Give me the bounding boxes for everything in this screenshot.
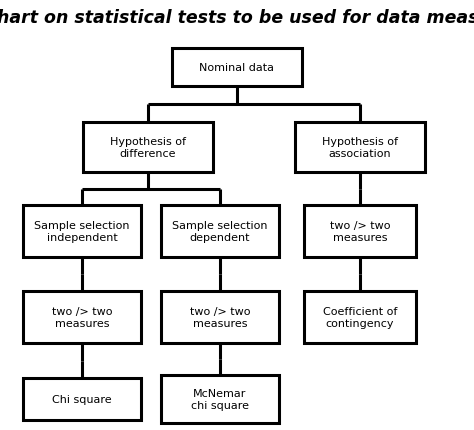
- Text: Hypothesis of
difference: Hypothesis of difference: [110, 137, 186, 158]
- Text: Nominal data: Nominal data: [200, 63, 274, 73]
- Text: Chi square: Chi square: [52, 394, 112, 404]
- FancyBboxPatch shape: [23, 378, 141, 420]
- FancyBboxPatch shape: [161, 206, 279, 258]
- Text: two /> two
measures: two /> two measures: [190, 307, 250, 328]
- Text: Sample selection
independent: Sample selection independent: [34, 221, 130, 242]
- Text: Coefficient of
contingency: Coefficient of contingency: [323, 307, 397, 328]
- FancyBboxPatch shape: [161, 291, 279, 343]
- Text: Sample selection
dependent: Sample selection dependent: [172, 221, 268, 242]
- Text: two /> two
measures: two /> two measures: [330, 221, 390, 242]
- Text: two /> two
measures: two /> two measures: [52, 307, 112, 328]
- Text: hart on statistical tests to be used for data measured: hart on statistical tests to be used for…: [0, 9, 474, 27]
- Text: McNemar
chi square: McNemar chi square: [191, 388, 249, 410]
- FancyBboxPatch shape: [172, 49, 302, 87]
- FancyBboxPatch shape: [304, 291, 416, 343]
- FancyBboxPatch shape: [23, 206, 141, 258]
- FancyBboxPatch shape: [23, 291, 141, 343]
- FancyBboxPatch shape: [83, 123, 213, 172]
- FancyBboxPatch shape: [304, 206, 416, 258]
- Text: Hypothesis of
association: Hypothesis of association: [322, 137, 398, 158]
- FancyBboxPatch shape: [161, 375, 279, 423]
- FancyBboxPatch shape: [295, 123, 425, 172]
